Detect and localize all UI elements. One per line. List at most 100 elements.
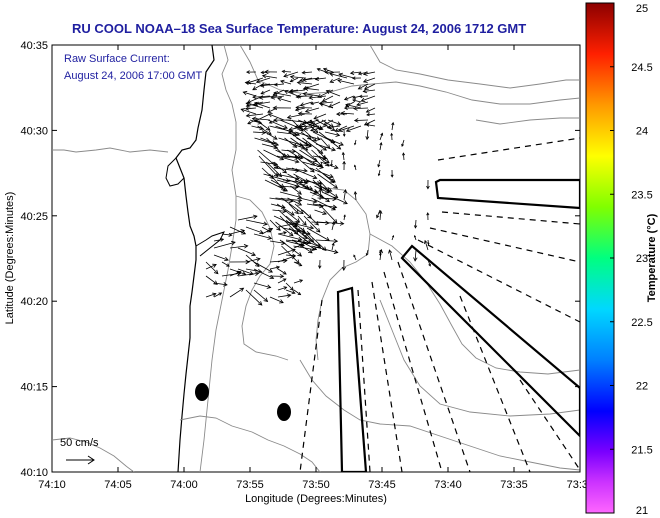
current-vector — [305, 107, 320, 113]
current-vector-head — [223, 282, 228, 287]
current-vector-head — [240, 229, 246, 234]
current-vector — [306, 227, 330, 241]
current-vector — [296, 107, 313, 109]
current-vector — [323, 119, 334, 126]
current-vector — [338, 125, 355, 132]
current-vector — [391, 122, 394, 131]
current-vector-head — [333, 193, 339, 198]
current-vector — [254, 102, 271, 109]
current-vector-head — [362, 71, 368, 76]
current-vector — [260, 83, 278, 87]
current-vector — [299, 197, 317, 203]
current-vector-head — [332, 204, 338, 210]
current-vector — [285, 119, 314, 124]
current-vector — [294, 179, 309, 189]
current-vector-head — [294, 209, 299, 215]
current-vector-head — [255, 79, 261, 84]
current-vector-head — [273, 161, 279, 167]
current-vector — [205, 264, 217, 270]
current-vector — [245, 258, 261, 263]
current-vector-head — [268, 228, 274, 233]
current-vector — [311, 197, 336, 211]
current-vector-head — [338, 127, 343, 133]
current-vector — [278, 209, 298, 228]
current-vector — [269, 240, 286, 244]
current-vector-head — [352, 95, 356, 100]
current-vector-head — [283, 231, 287, 235]
current-vector-head — [301, 77, 307, 82]
current-vector-head — [363, 85, 369, 90]
current-vector — [303, 125, 320, 130]
current-vector-head — [428, 263, 431, 267]
current-vector-head — [325, 89, 331, 95]
y-tick-label: 40:25 — [20, 211, 48, 223]
current-vector-head — [352, 98, 356, 103]
current-vector — [314, 209, 327, 215]
current-vector — [269, 219, 281, 231]
current-vector — [379, 249, 382, 261]
current-vector-head — [339, 221, 345, 226]
current-vector — [243, 91, 257, 97]
current-vector-head — [310, 246, 316, 252]
current-vector — [301, 119, 320, 125]
current-vector-head — [274, 141, 280, 147]
x-tick-label: 74:10 — [38, 479, 66, 491]
current-vector-head — [379, 142, 383, 146]
current-vector-head — [317, 125, 323, 130]
current-vector-head — [329, 173, 334, 179]
current-vector — [275, 197, 302, 201]
current-vector-head — [260, 90, 265, 95]
current-vector-head — [309, 120, 315, 126]
current-vector — [277, 97, 292, 103]
x-tick-label: 74:05 — [104, 479, 132, 491]
current-vector-head — [331, 221, 336, 225]
current-vector — [260, 137, 276, 145]
current-vector — [284, 137, 297, 148]
current-vector-head — [329, 123, 335, 128]
current-vector-head — [244, 106, 250, 111]
station-marker — [195, 383, 209, 401]
current-vector — [363, 89, 376, 92]
current-vector — [297, 119, 323, 130]
current-vector — [237, 215, 257, 221]
current-vector — [287, 221, 314, 229]
current-vector-head — [353, 190, 358, 195]
current-vector — [285, 219, 301, 233]
current-vector-head — [331, 147, 336, 152]
current-vector — [257, 149, 279, 169]
current-vector — [303, 239, 321, 248]
current-vector-head — [283, 286, 288, 290]
current-vector-head — [303, 146, 309, 151]
colorbar-label: Temperature (°C) — [646, 213, 658, 302]
current-vector-head — [246, 70, 250, 74]
current-vector — [257, 125, 272, 135]
current-vector — [366, 124, 376, 127]
current-vector — [277, 286, 287, 291]
current-vector — [312, 155, 327, 159]
current-vector — [317, 197, 337, 200]
colorbar-tick-label: 21 — [636, 505, 648, 517]
current-vector-head — [376, 214, 380, 219]
y-tick-label: 40:35 — [20, 40, 48, 52]
current-vector — [354, 191, 357, 201]
current-vector — [401, 139, 405, 147]
current-vector — [324, 131, 340, 136]
current-vector — [274, 92, 292, 97]
current-vector — [299, 149, 318, 162]
current-vector-head — [279, 299, 284, 304]
current-vector — [289, 89, 306, 93]
current-vector-head — [295, 105, 300, 110]
current-vector-head — [299, 209, 304, 215]
current-vector — [321, 119, 334, 128]
current-vector-head — [390, 132, 394, 136]
current-vector — [246, 113, 264, 117]
current-vector — [256, 77, 271, 83]
current-vector — [261, 167, 274, 179]
colorbar-tick-label: 23 — [636, 253, 648, 265]
current-vector-head — [289, 211, 295, 216]
current-vector — [255, 119, 271, 131]
current-vector — [282, 155, 299, 159]
current-vector-head — [263, 221, 268, 226]
current-vector — [312, 203, 337, 208]
